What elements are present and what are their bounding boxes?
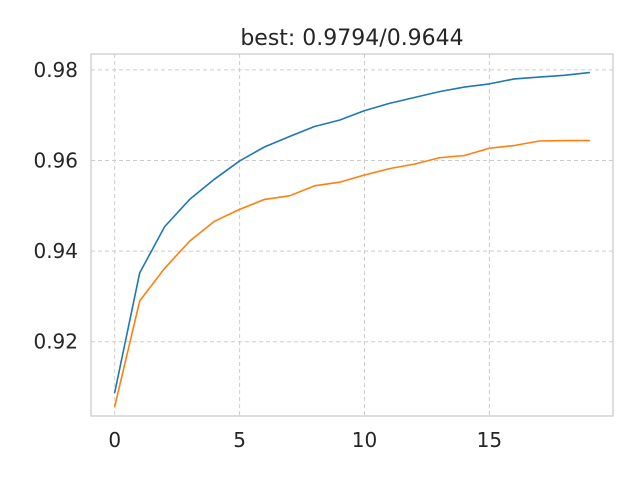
chart-title: best: 0.9794/0.9644 xyxy=(240,26,463,51)
series-lines xyxy=(113,71,591,408)
y-tick-label: 0.92 xyxy=(33,330,78,354)
x-tick-label: 15 xyxy=(477,428,502,452)
plot-frame xyxy=(90,53,614,417)
tick-labels: 0 5 10 15 0.92 0.94 0.96 0.98 xyxy=(33,58,502,452)
x-tick-label: 10 xyxy=(352,428,377,452)
y-tick-label: 0.94 xyxy=(33,239,78,263)
x-tick-label: 0 xyxy=(108,428,121,452)
y-tick-label: 0.96 xyxy=(33,148,78,172)
series-line-1 xyxy=(113,71,591,394)
series-line-2 xyxy=(113,139,591,408)
y-tick-label: 0.98 xyxy=(33,58,78,82)
x-tick-label: 5 xyxy=(233,428,246,452)
grid xyxy=(91,54,613,416)
